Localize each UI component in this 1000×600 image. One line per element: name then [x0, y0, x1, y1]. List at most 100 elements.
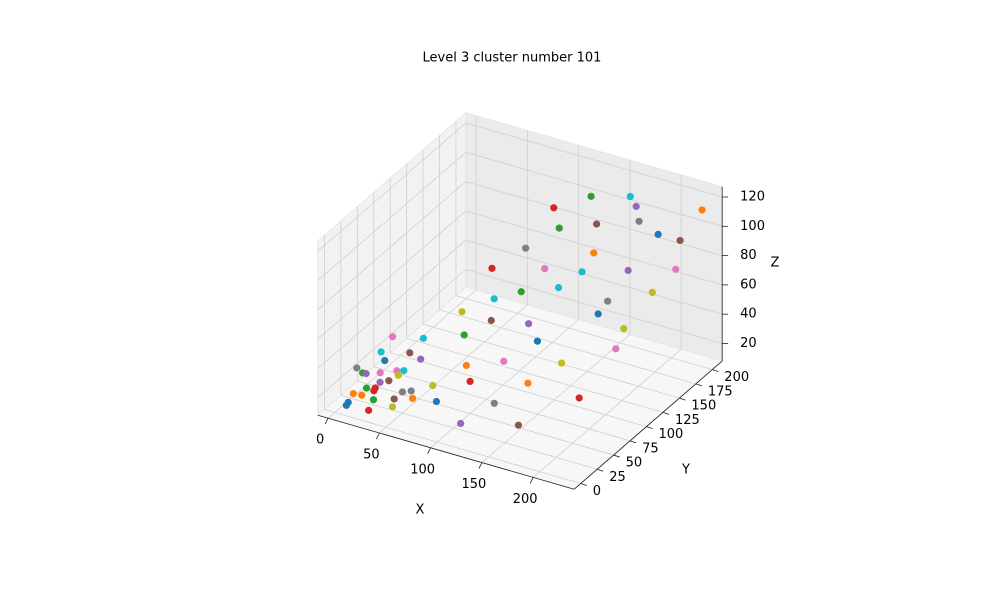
y-tick-label: 150 [691, 399, 716, 414]
point [487, 316, 495, 325]
grid-line [465, 210, 723, 286]
point [624, 266, 632, 275]
y-tick-label: 0 [593, 484, 601, 499]
point [419, 334, 427, 342]
z-tick-label: 120 [740, 190, 765, 205]
z-tick-label: 80 [740, 248, 757, 263]
point [517, 288, 525, 296]
point [557, 359, 566, 367]
point [525, 320, 533, 328]
point [632, 202, 640, 210]
y-tick-label: 200 [724, 370, 749, 385]
point [417, 355, 425, 363]
y-tick [712, 369, 719, 372]
y-tick [629, 440, 637, 444]
point [390, 395, 398, 403]
point [500, 357, 508, 365]
point [409, 394, 417, 403]
point [648, 288, 656, 297]
grid-line [465, 269, 723, 344]
grid-line [481, 334, 631, 463]
x-tick [324, 418, 329, 425]
x-tick-label: 100 [410, 462, 435, 477]
point [377, 348, 385, 356]
x-tick [427, 447, 431, 454]
y-tick-label: 175 [708, 384, 733, 399]
point [533, 337, 542, 345]
y-axis-label: Y [681, 463, 690, 478]
z-axis-label: Z [771, 256, 780, 271]
y-tick [580, 483, 587, 486]
y-tick-label: 100 [659, 427, 684, 442]
point [522, 244, 530, 252]
y-tick [695, 383, 702, 387]
x-tick-label: 200 [513, 492, 538, 507]
panes [316, 111, 724, 490]
grid-line [430, 319, 579, 449]
point [698, 206, 706, 214]
point [604, 297, 612, 305]
y-tick [662, 411, 670, 415]
point [353, 364, 361, 372]
point [358, 391, 366, 399]
grid-line [317, 152, 467, 281]
z-tick-label: 100 [740, 219, 765, 234]
point [406, 349, 414, 357]
axes: 0501001502000255075100125150175200204060… [316, 186, 765, 507]
point [457, 419, 465, 428]
point [554, 283, 563, 292]
point [376, 378, 384, 386]
point [407, 387, 415, 395]
point [541, 265, 549, 273]
x-axis-label: X [416, 503, 425, 518]
point [550, 204, 558, 212]
grid-line [465, 122, 723, 198]
point [466, 377, 474, 385]
grid-line [465, 151, 723, 227]
grid-line [373, 366, 631, 442]
y-tick-label: 75 [642, 441, 659, 456]
grid [317, 115, 723, 484]
point [388, 403, 397, 411]
grid-line [532, 348, 682, 478]
point [385, 377, 393, 385]
point [612, 345, 620, 353]
point [587, 192, 595, 200]
point [394, 371, 402, 379]
point [524, 379, 532, 387]
point [349, 389, 357, 398]
y-tick-label: 50 [626, 456, 643, 471]
y-tick [597, 468, 604, 472]
point [369, 396, 378, 404]
point [594, 310, 602, 318]
y-tick-label: 125 [675, 413, 700, 428]
z-tick-label: 60 [740, 277, 757, 292]
point [672, 265, 680, 273]
point [370, 387, 378, 395]
grid-line [317, 239, 467, 369]
grid-line [390, 352, 647, 427]
point [590, 249, 598, 257]
point [578, 268, 586, 276]
y-tick [679, 397, 686, 401]
y-tick [646, 426, 653, 429]
point [514, 421, 523, 429]
point [458, 308, 466, 316]
points [342, 192, 706, 429]
grid-line [379, 304, 528, 434]
point [654, 230, 662, 239]
point [365, 406, 373, 414]
point [362, 384, 371, 392]
point [462, 361, 471, 370]
grid-line [406, 337, 664, 413]
x-axis-line [317, 414, 575, 490]
point [490, 399, 498, 407]
grid-line [465, 239, 723, 315]
point [555, 224, 563, 232]
point [676, 236, 684, 245]
point [575, 394, 583, 402]
point [400, 367, 408, 375]
point [626, 192, 634, 201]
grid-line [317, 210, 467, 340]
x-tick [375, 432, 380, 440]
